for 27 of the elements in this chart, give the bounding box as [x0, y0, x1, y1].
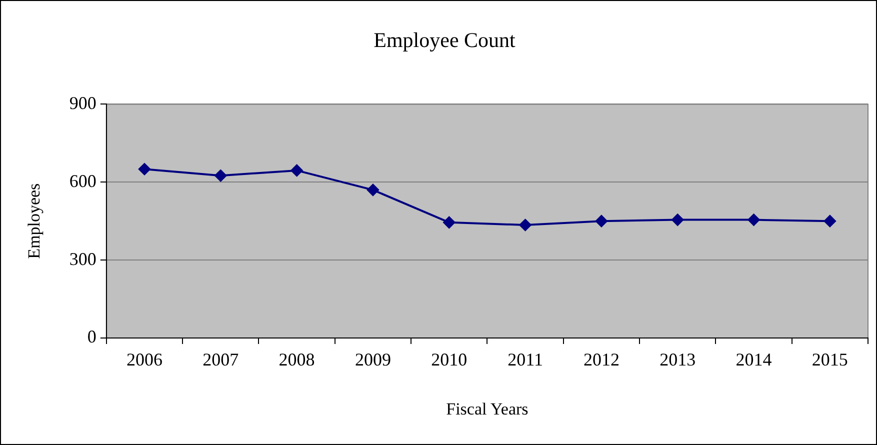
x-tick-label: 2007	[202, 350, 239, 370]
x-tick-label: 2010	[431, 350, 468, 370]
x-tick-label: 2008	[278, 350, 315, 370]
y-tick-label: 0	[87, 326, 96, 347]
x-tick-label: 2014	[736, 350, 772, 370]
x-tick-label: 2011	[508, 350, 543, 370]
x-axis-title: Fiscal Years	[446, 399, 528, 418]
y-tick-label: 300	[69, 248, 96, 269]
point	[138, 163, 150, 176]
y-axis-title: Employees	[24, 183, 44, 259]
y-tick-label: 600	[69, 170, 96, 191]
x-tick-label: 2013	[660, 350, 696, 370]
y-tick-label: 900	[69, 92, 96, 113]
point	[519, 218, 532, 231]
point	[443, 216, 456, 228]
x-tick-label: 2012	[583, 350, 620, 370]
x-tick-label: 2009	[354, 350, 391, 370]
point	[366, 184, 379, 196]
point	[672, 214, 684, 226]
point	[748, 214, 760, 226]
point	[824, 215, 836, 228]
chart-title: Employee Count	[374, 28, 516, 52]
point	[290, 164, 303, 176]
x-tick-label: 2006	[126, 350, 162, 370]
point	[595, 215, 608, 228]
x-tick-label: 2015	[812, 350, 848, 370]
point	[214, 170, 227, 182]
